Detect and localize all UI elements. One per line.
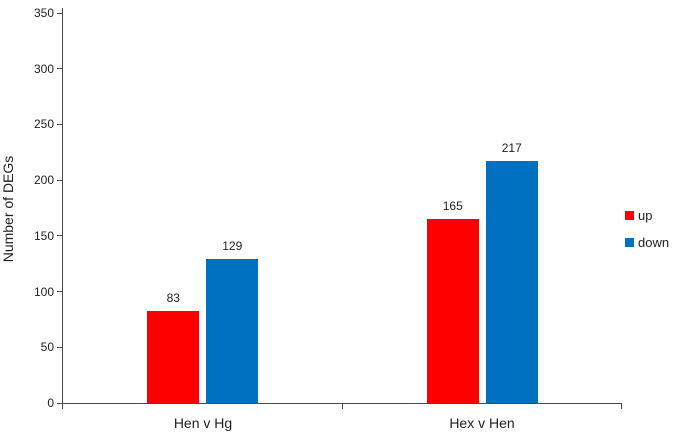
y-axis-tick xyxy=(57,291,63,293)
y-axis-tick-label: 250 xyxy=(33,117,54,132)
y-axis-tick-label: 350 xyxy=(33,6,54,20)
y-axis-tick-label: 300 xyxy=(33,61,54,76)
legend-swatch-down xyxy=(625,238,634,247)
legend-item-down: down xyxy=(625,234,669,251)
bar-down xyxy=(485,161,538,403)
y-axis-tick xyxy=(57,235,63,237)
y-axis-tick-label: 0 xyxy=(47,396,54,410)
y-axis-tick-label: 150 xyxy=(33,228,54,243)
y-axis-tick xyxy=(57,179,63,181)
y-axis-tick-label: 200 xyxy=(33,173,54,188)
y-axis-tick xyxy=(57,402,63,404)
value-label: 165 xyxy=(442,199,463,214)
y-axis-line xyxy=(62,8,63,409)
bar-down xyxy=(206,259,259,403)
y-axis-tick xyxy=(57,123,63,125)
plot-area: 83 129 165 217 xyxy=(63,13,622,403)
category-label: Hen v Hg xyxy=(173,415,233,431)
value-label: 129 xyxy=(222,239,243,254)
legend: up down xyxy=(625,207,669,251)
y-axis-tick-label: 100 xyxy=(33,284,54,299)
y-axis-tick-label: 50 xyxy=(40,340,54,355)
legend-item-up: up xyxy=(625,207,669,224)
legend-label-down: down xyxy=(638,235,670,250)
legend-swatch-up xyxy=(625,211,634,220)
y-axis-title: Number of DEGs xyxy=(0,155,16,263)
bar-up xyxy=(147,310,200,403)
value-label: 217 xyxy=(501,141,522,156)
category-label: Hex v Hen xyxy=(449,415,515,431)
legend-label-up: up xyxy=(638,208,653,223)
y-axis-tick xyxy=(57,12,63,14)
y-axis-tick xyxy=(57,68,63,70)
x-axis-tick xyxy=(342,404,343,409)
value-label: 83 xyxy=(166,290,180,305)
y-axis-tick xyxy=(57,346,63,348)
x-axis-tick xyxy=(621,404,622,409)
bar-up xyxy=(426,219,479,403)
x-axis-line xyxy=(62,403,622,404)
